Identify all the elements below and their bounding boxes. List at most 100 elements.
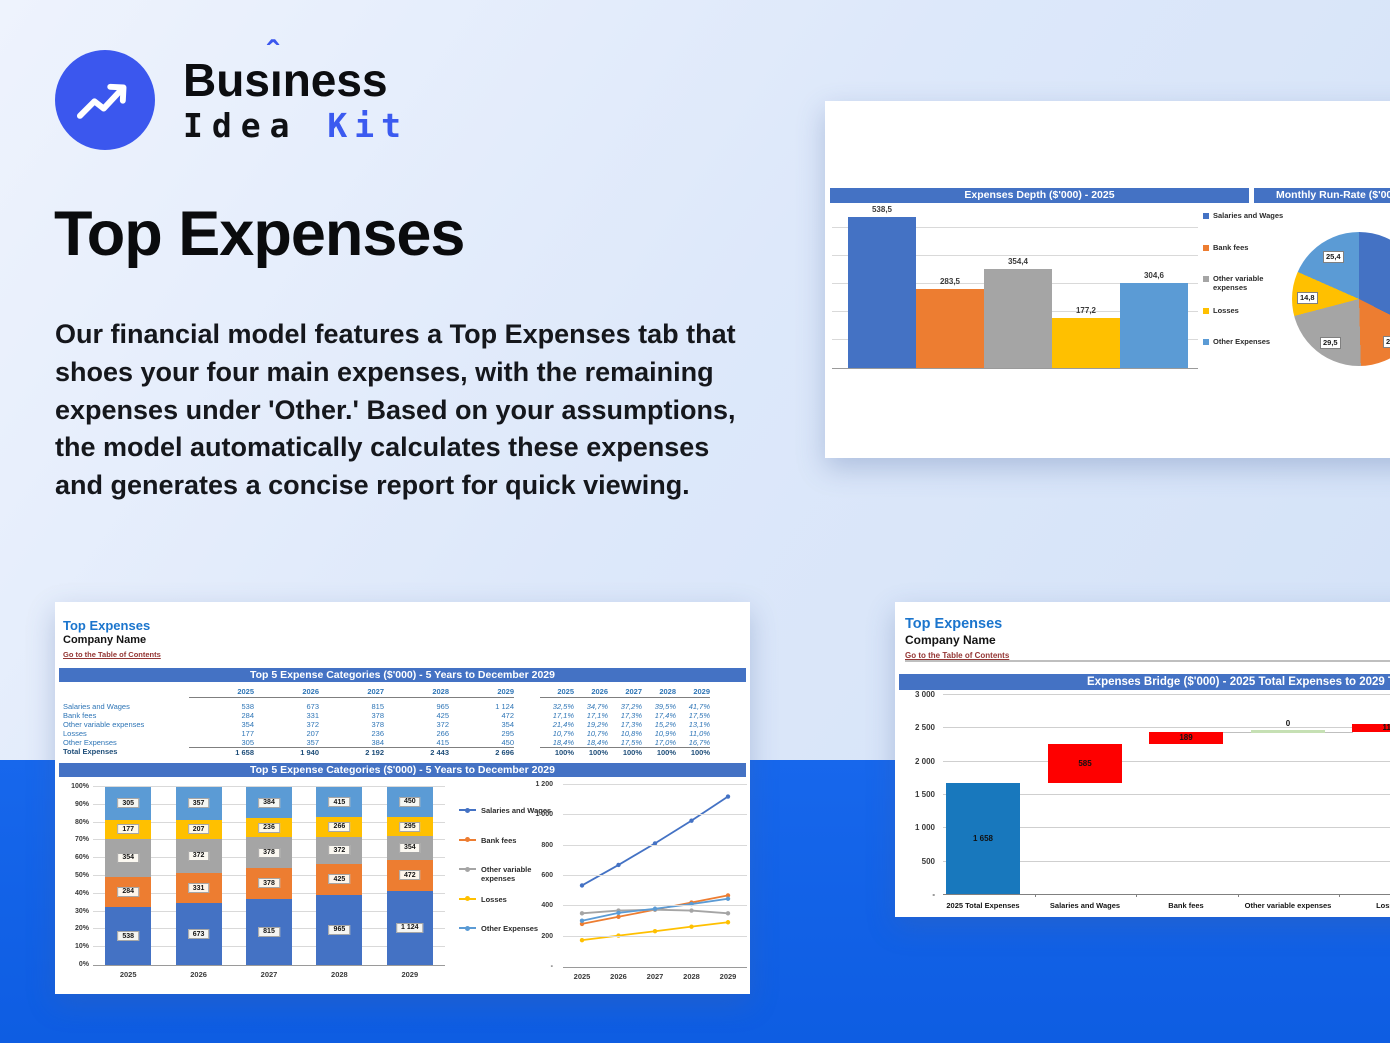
table-of-contents-link[interactable]: Go to the Table of Contents [63, 650, 161, 659]
y-tick-label: 3 000 [914, 690, 935, 700]
y-tick-label: 80% [74, 818, 89, 826]
table-row: Salaries and Wages 538 673 815 965 1 124 32,5%… [63, 702, 746, 711]
value-cell: 450 [501, 738, 514, 747]
brand-name-line2: Idea Kit [183, 106, 408, 146]
screenshot-depth-runrate: Expenses Depth ($'000) - 2025 Monthly Ru… [825, 101, 1390, 458]
table-gap [514, 720, 540, 729]
row-label: Other variable expenses [63, 720, 145, 729]
expenses-depth-legend: Salaries and Wages Bank fees Other variabl… [1203, 211, 1289, 369]
value-cell: 207 [306, 729, 319, 738]
segment-value-label: 236 [258, 822, 280, 833]
legend-marker [1203, 244, 1209, 251]
value-cell: 378 [371, 720, 384, 729]
legend-marker [459, 866, 476, 872]
legend-label: Bank fees [481, 835, 517, 845]
value-cell: 425 [436, 711, 449, 720]
brand-name-line1: Busı ˆ ness [183, 35, 388, 106]
y-tick-label: 1 000 [535, 811, 553, 819]
bar-slot: 1 124 472 354 295 450 [386, 787, 433, 965]
value-cell: 2 443 [384, 747, 449, 757]
waterfall-bar [1352, 724, 1390, 732]
data-point-marker [579, 937, 585, 943]
waterfall-bar-value: 1 658 [972, 833, 994, 843]
value-cell: 372 [306, 720, 319, 729]
percent-cell: 100% [608, 747, 642, 757]
percent-cell: 17,5% [688, 711, 710, 720]
gridline [563, 844, 747, 846]
sheet-title: Top Expenses [63, 618, 151, 633]
table-years-row: 2025 2026 2027 2028 2029 2025 2026 2027 2028 2029 [63, 687, 746, 698]
year-cell: 2028 [642, 687, 676, 698]
y-tick-label: 50% [74, 872, 89, 879]
waterfall-bar-value: 0 [1285, 719, 1291, 729]
pie-slice-label: 29,5 [1320, 337, 1341, 349]
table-of-contents-link[interactable]: Go to the Table of Contents [905, 651, 1010, 660]
gridline [943, 827, 1390, 829]
bar-slot: 815 378 378 236 384 [246, 787, 292, 965]
y-tick-label: 70% [74, 836, 89, 844]
percent-cell: 32,5% [552, 702, 574, 711]
waterfall-bar-value: 585 [1078, 758, 1092, 768]
brand-wordmark: Busı ˆ ness Idea Kit [183, 35, 408, 146]
column-bar [848, 217, 916, 368]
percent-cell: 11,0% [689, 729, 710, 738]
sheet-company-name: Company Name [905, 633, 996, 647]
data-point-marker [579, 883, 585, 888]
y-tick-label: 2 500 [914, 723, 935, 733]
waterfall-bar [1048, 744, 1122, 784]
data-point-marker [689, 901, 694, 907]
value-cell: 236 [371, 729, 384, 738]
percent-cell: 18,4% [586, 738, 608, 747]
trending-up-arrow-icon [76, 83, 127, 119]
column-bar-value: 283,5 [939, 276, 961, 286]
y-tick-label: 20% [74, 925, 89, 933]
table-cell [63, 687, 189, 698]
axis-tick [1136, 894, 1137, 897]
percent-cell: 17,1% [586, 711, 608, 720]
page-description: Our financial model features a Top Expen… [55, 319, 736, 501]
brand-logo: Busı ˆ ness Idea Kit [55, 35, 408, 150]
table-gap [514, 747, 540, 757]
data-point-marker [616, 910, 621, 916]
row-label: Total Expenses [63, 747, 118, 756]
segment-value-label: 384 [258, 797, 280, 808]
line-series-svg [579, 794, 731, 943]
legend-item: Bank fees [459, 836, 555, 866]
year-cell: 2029 [449, 687, 514, 698]
y-tick-label: 200 [541, 932, 553, 940]
segment-value-label: 378 [258, 878, 280, 889]
segment-value-label: 472 [398, 870, 421, 881]
y-tick-label: 40% [74, 889, 89, 897]
legend-marker [1203, 307, 1209, 314]
segment-value-label: 372 [187, 850, 210, 861]
year-cell: 2027 [608, 687, 642, 698]
value-cell: 354 [501, 720, 514, 729]
segment-value-label: 331 [187, 883, 210, 894]
legend-marker [1203, 213, 1209, 219]
legend-item: Bank fees [1203, 243, 1289, 275]
year-cell: 2027 [319, 687, 384, 698]
y-tick-label: 2 000 [914, 756, 935, 766]
percent-cell: 13,1% [688, 720, 710, 729]
waterfall-bar [1251, 730, 1325, 734]
legend-label: Losses [481, 894, 507, 904]
divider [905, 660, 1390, 662]
percent-cell: 10,8% [620, 729, 642, 738]
segment-value-label: 415 [328, 797, 351, 808]
segment-value-label: 815 [258, 926, 280, 937]
year-cell: 2025 [540, 687, 574, 698]
legend-marker [459, 837, 476, 842]
percent-cell: 17,4% [654, 711, 676, 720]
data-point-marker [616, 914, 621, 919]
value-cell: 1 658 [189, 747, 254, 757]
table-gap [514, 738, 540, 747]
sheet-header: Top Expenses Company Name Go to the Tabl… [905, 616, 1009, 660]
column-bar [916, 288, 984, 368]
percent-cell: 100% [642, 747, 676, 757]
percent-cell: 17,3% [620, 711, 642, 720]
y-tick-label: 1 500 [914, 790, 935, 799]
legend-item: Other Expenses [1203, 337, 1289, 369]
line-chart [563, 784, 747, 968]
column-bar [1120, 282, 1188, 368]
row-label: Losses [63, 729, 87, 738]
